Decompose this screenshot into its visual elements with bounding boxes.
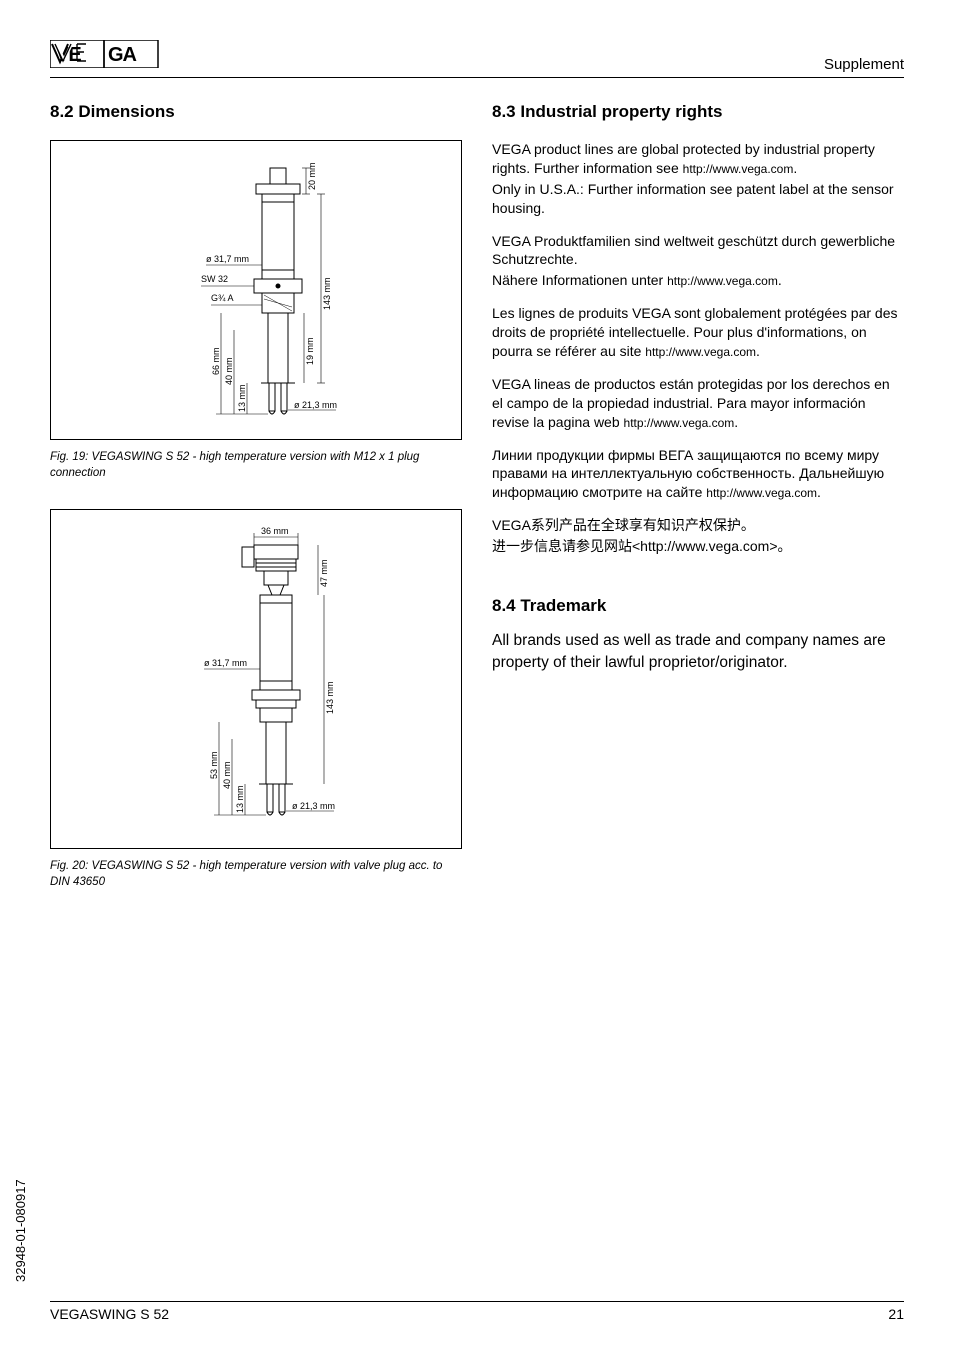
dim20-36: 36 mm [261, 526, 289, 536]
para-de2: Nähere Informationen unter http://www.ve… [492, 271, 904, 290]
dim-d317: ø 31,7 mm [206, 254, 249, 264]
section-8-3-title: 8.3 Industrial property rights [492, 102, 904, 122]
para-fr-dot: . [756, 343, 760, 359]
left-column: 8.2 Dimensions [50, 102, 462, 918]
right-column: 8.3 Industrial property rights VEGA prod… [492, 102, 904, 918]
svg-text:GA: GA [108, 44, 137, 66]
dim20-40: 40 mm [222, 762, 232, 790]
url-ru: http://www.vega.com [706, 486, 817, 500]
url-es: http://www.vega.com [624, 416, 735, 430]
figure-20-box: 36 mm 47 mm ø 31,7 mm 143 mm 53 mm 40 mm… [50, 509, 462, 849]
dim-13: 13 mm [237, 384, 247, 412]
figure-19-box: 20 mm ø 31,7 mm SW 32 G¾ A 143 mm 19 mm … [50, 140, 462, 440]
figure-20-diagram: 36 mm 47 mm ø 31,7 mm 143 mm 53 mm 40 mm… [106, 519, 406, 839]
para-ru-dot: . [817, 484, 821, 500]
side-document-number: 32948-01-080917 [13, 1179, 28, 1282]
page-header: VE GA Supplement [50, 40, 904, 78]
para-fr: Les lignes de produits VEGA sont globale… [492, 304, 904, 361]
para-de2c: . [778, 272, 782, 288]
dim-143: 143 mm [322, 277, 332, 310]
dim20-d213: ø 21,3 mm [292, 801, 335, 811]
para-zh2: 进一步信息请参见网站<http://www.vega.com>。 [492, 537, 904, 556]
vega-logo: VE GA [50, 40, 160, 73]
dim20-d317: ø 31,7 mm [204, 658, 247, 668]
footer-product: VEGASWING S 52 [50, 1306, 169, 1322]
figure-20-caption: Fig. 20: VEGASWING S 52 - high temperatu… [50, 859, 462, 890]
content-columns: 8.2 Dimensions [50, 102, 904, 918]
para-en1: VEGA product lines are global protected … [492, 140, 904, 178]
dim-d213: ø 21,3 mm [294, 400, 337, 410]
figure-19-caption: Fig. 19: VEGASWING S 52 - high temperatu… [50, 450, 462, 481]
dim-40: 40 mm [224, 357, 234, 385]
para-zh1: VEGA系列产品在全球享有知识产权保护。 [492, 516, 904, 535]
dim-19: 19 mm [305, 337, 315, 365]
dim-20mm: 20 mm [307, 162, 317, 190]
para-es: VEGA lineas de productos están protegida… [492, 375, 904, 432]
url-de: http://www.vega.com [667, 274, 778, 288]
url-en: http://www.vega.com [683, 162, 794, 176]
dim20-13: 13 mm [235, 786, 245, 814]
para-de1: VEGA Produktfamilien sind weltweit gesch… [492, 232, 904, 270]
dim20-47: 47 mm [319, 560, 329, 588]
figure-19-diagram: 20 mm ø 31,7 mm SW 32 G¾ A 143 mm 19 mm … [106, 150, 406, 430]
footer-page-number: 21 [888, 1306, 904, 1322]
url-fr: http://www.vega.com [645, 345, 756, 359]
page-footer: VEGASWING S 52 21 [50, 1301, 904, 1322]
dim20-143: 143 mm [325, 682, 335, 715]
dim-66: 66 mm [211, 347, 221, 375]
dim-sw32: SW 32 [201, 274, 228, 284]
section-8-2-title: 8.2 Dimensions [50, 102, 462, 122]
header-supplement: Supplement [824, 56, 904, 73]
dim-g34a: G¾ A [211, 293, 234, 303]
trademark-text: All brands used as well as trade and com… [492, 630, 904, 673]
para-en1-dot: . [793, 160, 797, 176]
para-es-dot: . [734, 414, 738, 430]
dim20-53: 53 mm [209, 752, 219, 780]
para-de2a: Nähere Informationen unter [492, 272, 667, 288]
section-8-4-title: 8.4 Trademark [492, 596, 904, 616]
para-ru-text: Линии продукции фирмы ВЕГА защищаются по… [492, 447, 884, 501]
para-ru: Линии продукции фирмы ВЕГА защищаются по… [492, 446, 904, 503]
para-en2: Only in U.S.A.: Further information see … [492, 180, 904, 218]
